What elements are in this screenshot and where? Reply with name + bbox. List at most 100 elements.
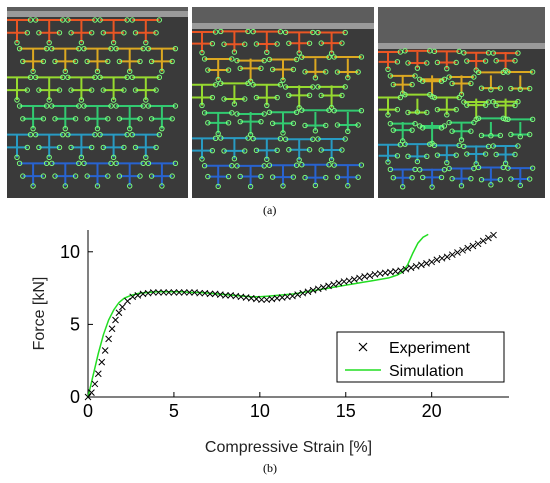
lattice-cell [461, 50, 492, 73]
experiment-point [160, 289, 167, 296]
lattice-strut [67, 133, 95, 158]
tracking-marker [113, 103, 119, 109]
tracking-marker [231, 49, 238, 55]
lattice-cell [218, 80, 251, 107]
fixture-edge [378, 43, 545, 49]
lattice-cell [145, 103, 179, 132]
lattice-cell [446, 165, 477, 189]
lattice-strut [419, 122, 445, 144]
tracking-marker [97, 17, 103, 23]
tracking-marker [36, 30, 42, 36]
lattice-strut [285, 85, 313, 108]
tracking-marker [156, 74, 163, 81]
lattice-strut [269, 111, 297, 133]
experiment-point [175, 289, 183, 296]
tracking-marker [438, 78, 445, 84]
lattice-strut [285, 138, 313, 160]
tracking-marker [512, 102, 518, 109]
tracking-marker [478, 176, 485, 183]
experiment-point [180, 289, 188, 296]
lattice-strut [148, 162, 176, 186]
lattice-cell [250, 82, 284, 109]
tracking-marker [387, 166, 394, 173]
lattice-strut [192, 83, 216, 106]
lattice-cell [378, 49, 404, 73]
tracking-marker [68, 87, 74, 93]
tracking-marker [116, 58, 123, 65]
tracking-marker [234, 111, 240, 117]
lattice-strut [390, 168, 416, 187]
lattice-strut [7, 133, 31, 158]
lattice-cell [331, 162, 365, 189]
tracking-marker [488, 182, 494, 188]
lattice-strut [269, 58, 297, 81]
tracking-marker [199, 102, 205, 109]
tracking-marker [419, 125, 426, 131]
tracking-marker [225, 67, 232, 73]
experiment-point [350, 276, 358, 283]
lattice-strut [204, 111, 232, 134]
tracking-marker [72, 58, 79, 65]
lattice-cell [378, 94, 404, 118]
lattice-cell [234, 163, 267, 190]
tracking-marker [468, 80, 474, 87]
lattice-strut [35, 19, 63, 43]
experiment-point [490, 231, 497, 239]
tracking-marker [431, 94, 438, 101]
lattice-cell [331, 107, 365, 135]
tracking-marker [286, 147, 292, 153]
tracking-marker [231, 101, 238, 107]
tracking-marker [385, 159, 391, 165]
tracking-marker [323, 174, 329, 181]
tracking-marker [342, 84, 348, 90]
tracking-marker [56, 30, 63, 36]
lattice-cell [417, 167, 448, 190]
lattice-strut [463, 51, 489, 71]
lattice-cell [475, 164, 506, 188]
tracking-marker [153, 30, 159, 36]
tracking-marker [449, 80, 455, 87]
tracking-marker [326, 162, 332, 168]
tracking-marker [390, 127, 396, 133]
experiment-point [479, 237, 487, 245]
tracking-marker [89, 30, 95, 36]
tracking-marker [159, 183, 165, 189]
tracking-marker [277, 82, 284, 88]
lattice-cell [16, 103, 50, 132]
lattice-strut [449, 167, 474, 186]
lattice-cell [201, 163, 235, 190]
tracking-marker [92, 131, 98, 138]
tracking-marker [505, 69, 511, 75]
tracking-marker [385, 112, 391, 118]
tracking-marker [471, 165, 477, 172]
tracking-marker [215, 130, 221, 137]
lattice-cell [32, 17, 66, 46]
lattice-cell [282, 84, 316, 111]
tracking-marker [148, 58, 155, 65]
tracking-marker [137, 116, 143, 122]
tracking-marker [508, 176, 514, 182]
tracking-marker [315, 29, 321, 36]
tracking-marker [72, 116, 79, 122]
tracking-marker [473, 161, 479, 167]
experiment-point [91, 380, 99, 388]
legend-box [336, 331, 505, 383]
tracking-marker [282, 29, 289, 36]
tracking-marker [261, 111, 267, 117]
lattice-strut [35, 76, 63, 100]
experiment-point [222, 291, 229, 299]
experiment-point [304, 288, 312, 296]
tracking-marker [234, 163, 240, 169]
experiment-point [314, 285, 322, 293]
experiment-point [94, 370, 102, 378]
lattice-strut [419, 168, 445, 188]
tracking-marker [397, 49, 404, 55]
tracking-marker [105, 58, 111, 65]
tracking-marker [331, 162, 337, 168]
lattice-cell [282, 136, 316, 163]
tracking-marker [502, 160, 509, 167]
lattice-cell [113, 103, 146, 132]
lattice-cell [417, 75, 448, 100]
tracking-marker [310, 84, 316, 90]
lattice-cell [145, 45, 179, 75]
